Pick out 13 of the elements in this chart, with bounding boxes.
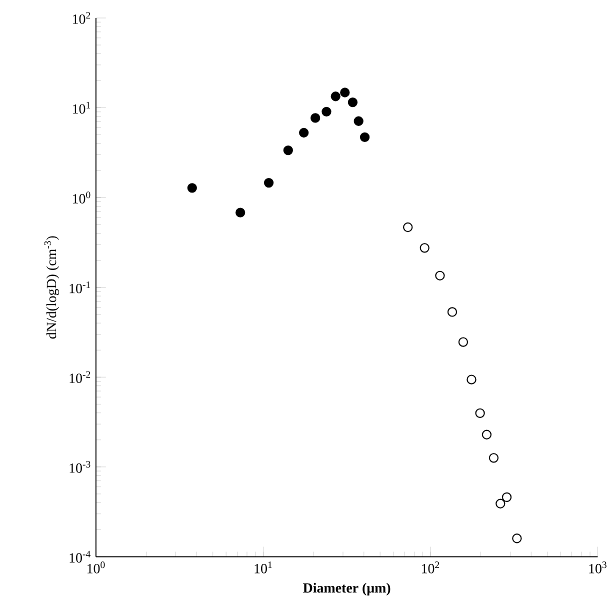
x-axis-title: Diameter (μm): [303, 583, 390, 596]
x-tick-label: 10$^{1}$: [254, 562, 272, 574]
y-tick-label: 10$^{-3}$: [70, 461, 90, 473]
y-tick-label: 10$^{2}$: [73, 12, 90, 24]
x-tick-label: 10$^{0}$: [88, 562, 105, 574]
y-tick-label: 10$^{0}$: [73, 192, 90, 204]
x-tick-label: 10$^{3}$: [589, 562, 606, 574]
y-tick-label: 10$^{-4}$: [70, 550, 90, 563]
x-tick-label: 10$^{2}$: [422, 562, 440, 574]
y-tick-label: 10$^{-1}$: [70, 282, 90, 294]
y-tick-label: 10$^{-2}$: [70, 371, 90, 384]
y-tick-label: 10$^{1}$: [73, 102, 90, 114]
y-axis-title: dN/d(logD) (cm$^{-3}$): [44, 236, 60, 339]
